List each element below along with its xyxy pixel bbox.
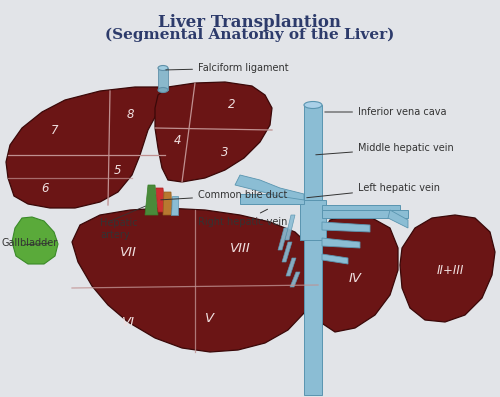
Text: IV: IV bbox=[348, 272, 362, 285]
Text: (Segmental Anatomy of the Liver): (Segmental Anatomy of the Liver) bbox=[106, 28, 395, 42]
Polygon shape bbox=[163, 192, 172, 215]
Text: 6: 6 bbox=[41, 181, 49, 195]
Text: Liver Transplantion: Liver Transplantion bbox=[158, 14, 342, 31]
Polygon shape bbox=[304, 105, 322, 200]
Ellipse shape bbox=[158, 87, 168, 93]
Text: 2: 2 bbox=[228, 98, 236, 112]
Ellipse shape bbox=[158, 66, 168, 71]
Polygon shape bbox=[310, 215, 398, 332]
Text: Inferior vena cava: Inferior vena cava bbox=[325, 107, 446, 117]
Polygon shape bbox=[278, 228, 288, 250]
Text: Hepatic
artery: Hepatic artery bbox=[100, 218, 138, 240]
Text: 5: 5 bbox=[114, 164, 122, 177]
Text: VII: VII bbox=[120, 245, 136, 258]
Text: VIII: VIII bbox=[230, 241, 250, 254]
Polygon shape bbox=[156, 188, 165, 212]
Polygon shape bbox=[240, 194, 304, 204]
Polygon shape bbox=[300, 200, 326, 240]
Polygon shape bbox=[322, 254, 348, 264]
Text: Common bile duct: Common bile duct bbox=[161, 190, 288, 200]
Polygon shape bbox=[72, 208, 318, 352]
Polygon shape bbox=[145, 185, 158, 215]
Text: VI: VI bbox=[122, 316, 134, 328]
Polygon shape bbox=[285, 215, 295, 240]
Text: II+III: II+III bbox=[436, 264, 464, 276]
Text: 4: 4 bbox=[174, 133, 182, 146]
Polygon shape bbox=[235, 175, 304, 200]
Text: Gallbladder: Gallbladder bbox=[2, 238, 58, 248]
Polygon shape bbox=[158, 68, 168, 90]
Text: Right hepatic vein: Right hepatic vein bbox=[198, 209, 288, 227]
Polygon shape bbox=[304, 240, 322, 395]
Text: Left hepatic vein: Left hepatic vein bbox=[307, 183, 440, 198]
Text: V: V bbox=[206, 312, 214, 324]
Polygon shape bbox=[171, 196, 178, 215]
Polygon shape bbox=[322, 222, 370, 232]
Polygon shape bbox=[322, 238, 360, 248]
Ellipse shape bbox=[304, 102, 322, 108]
Polygon shape bbox=[322, 210, 408, 218]
Text: 7: 7 bbox=[52, 123, 59, 137]
Text: Falciform ligament: Falciform ligament bbox=[166, 63, 288, 73]
Text: 8: 8 bbox=[126, 108, 134, 121]
Polygon shape bbox=[6, 87, 165, 208]
Text: 3: 3 bbox=[221, 145, 229, 158]
Polygon shape bbox=[12, 217, 58, 264]
Polygon shape bbox=[400, 215, 495, 322]
Polygon shape bbox=[388, 210, 408, 228]
Polygon shape bbox=[322, 205, 400, 215]
Polygon shape bbox=[286, 258, 296, 276]
Text: Middle hepatic vein: Middle hepatic vein bbox=[316, 143, 454, 155]
Polygon shape bbox=[155, 82, 272, 182]
Polygon shape bbox=[290, 272, 300, 287]
Polygon shape bbox=[282, 242, 292, 262]
